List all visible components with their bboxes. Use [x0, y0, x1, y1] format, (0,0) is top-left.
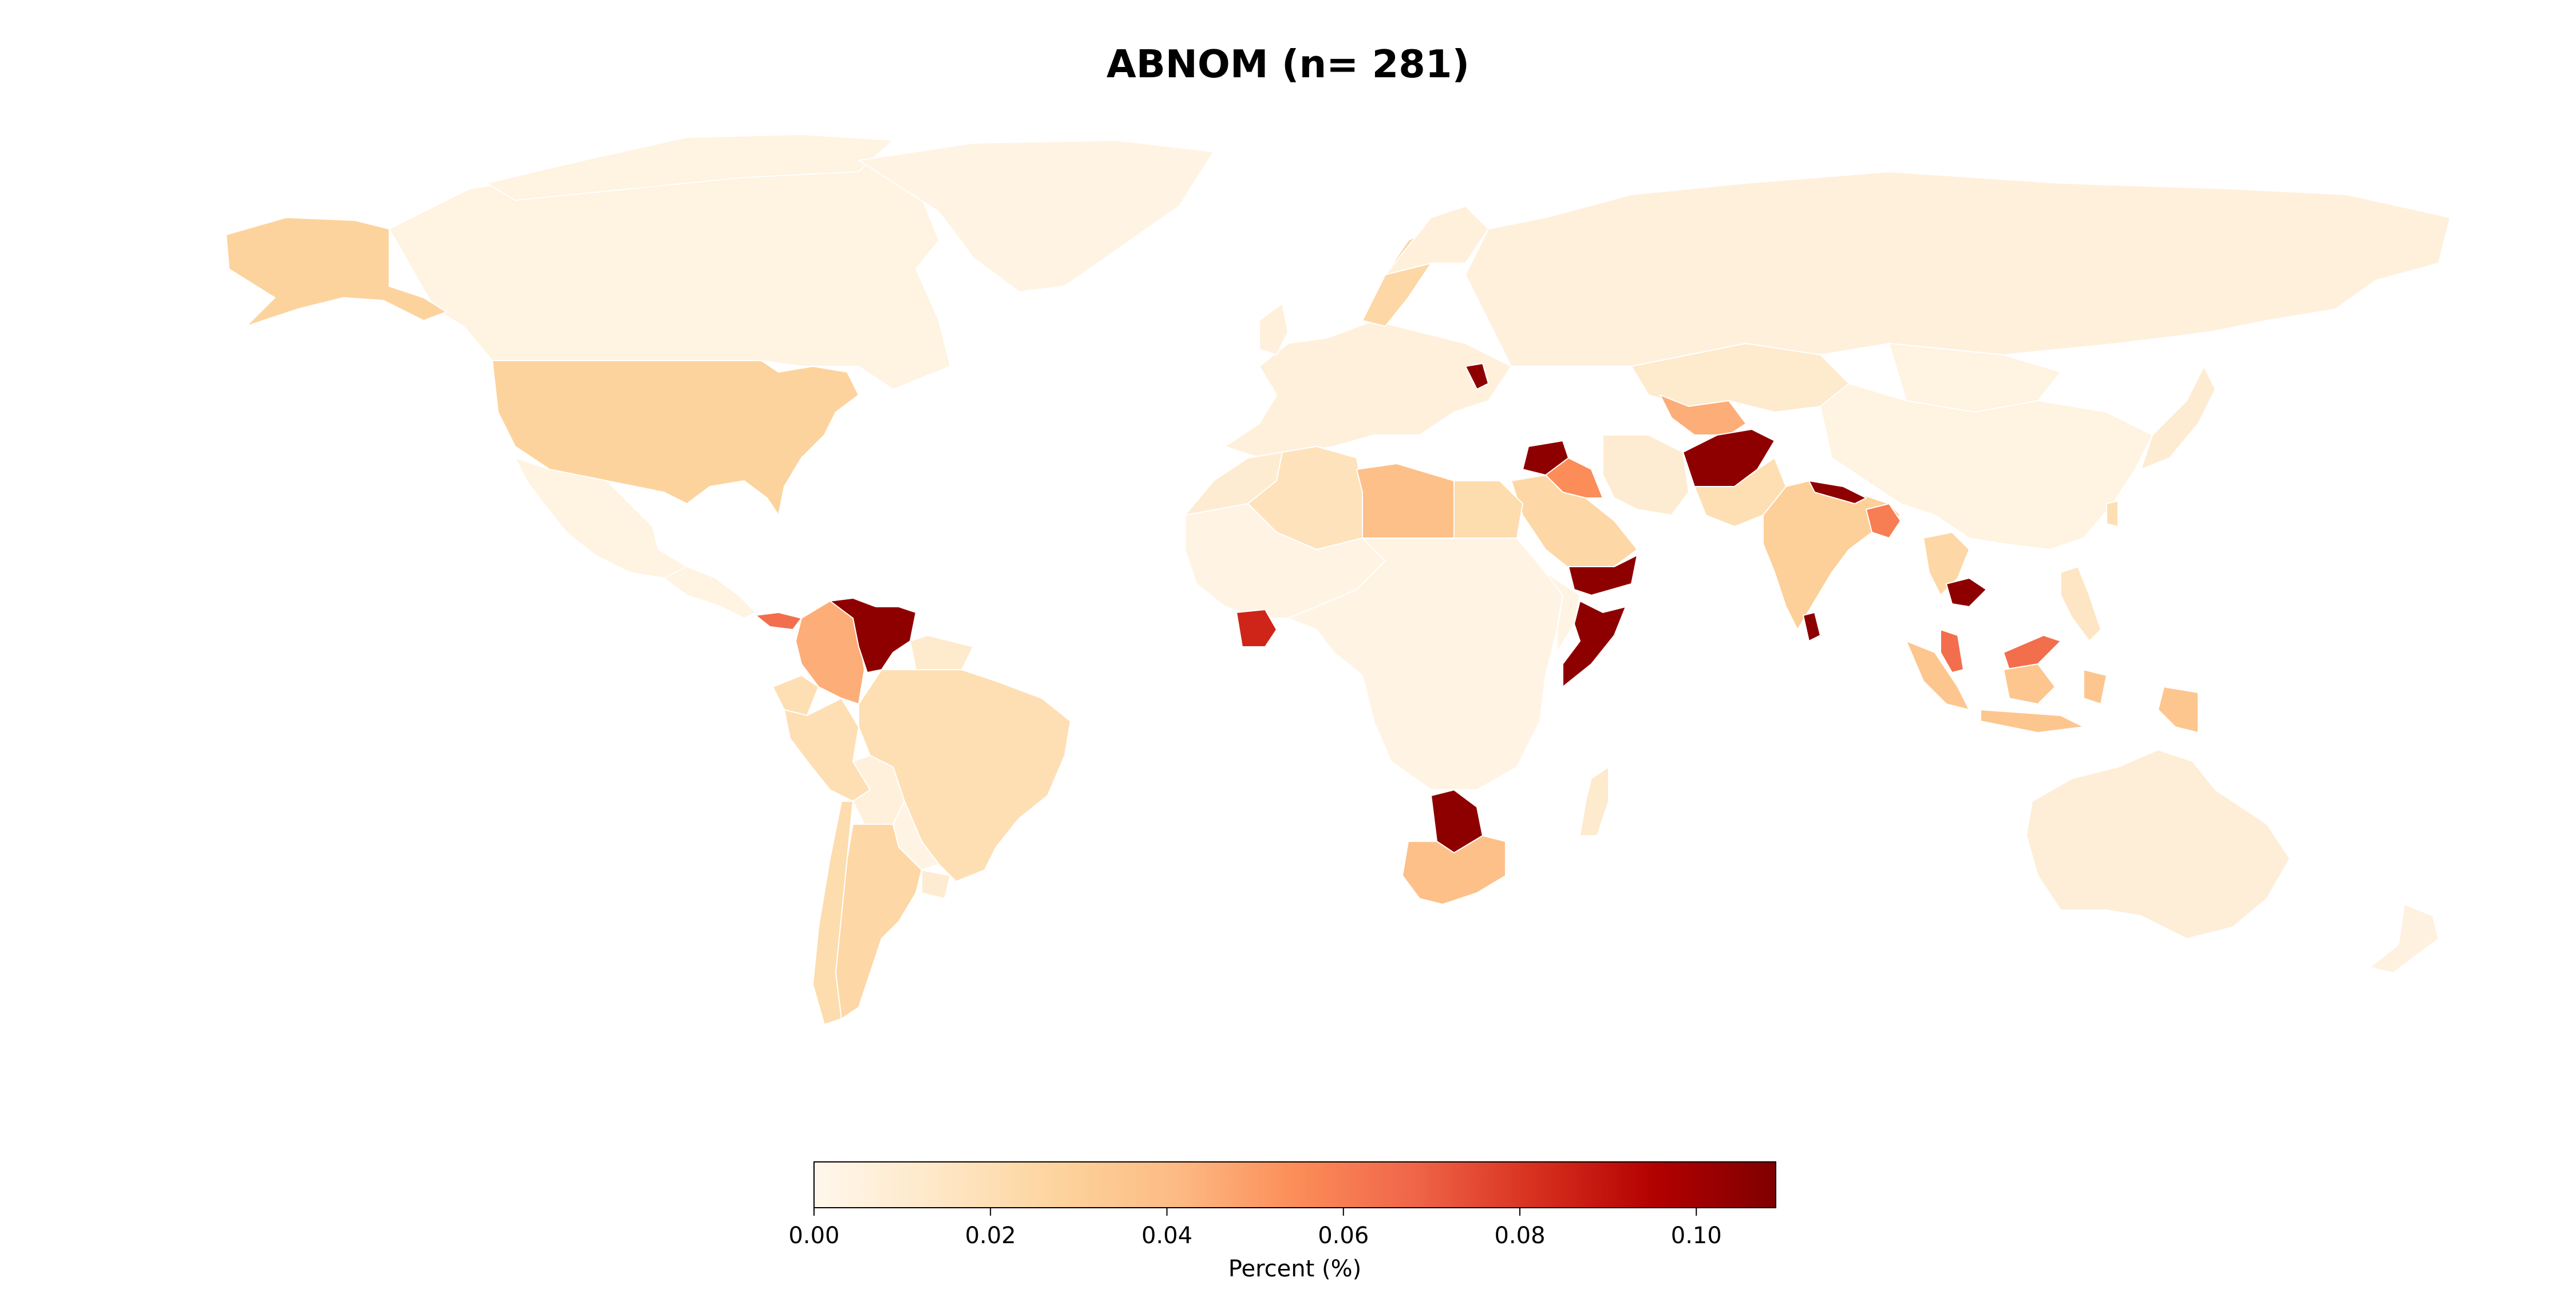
country-japan — [2140, 366, 2216, 470]
country-yemen — [1568, 555, 1638, 596]
country-greenland — [858, 140, 1214, 292]
country-argentina — [835, 824, 922, 1019]
country-indonesia — [1906, 640, 2107, 733]
country-nepal — [1808, 480, 1867, 504]
country-russia — [1465, 171, 2451, 367]
colorbar-tick-label: 0.08 — [1494, 1223, 1545, 1249]
country-ecuador — [772, 675, 819, 716]
colorbar-tick-label: 0.00 — [788, 1223, 839, 1249]
country-alaska — [226, 217, 447, 327]
colorbar: 0.00 0.02 0.04 0.06 0.08 0.10 Percent (%) — [788, 1161, 1776, 1282]
country-malaysia — [1940, 629, 2061, 673]
country-uzbekistan — [1660, 394, 1747, 436]
country-canada-islands — [486, 134, 894, 201]
country-iran — [1602, 434, 1689, 516]
country-moldova — [1465, 363, 1489, 390]
colorbar-tick-label: 0.04 — [1141, 1223, 1192, 1249]
colorbar-tick-label: 0.10 — [1671, 1223, 1722, 1249]
country-papua-new-guinea — [2158, 686, 2199, 733]
country-taiwan — [2106, 500, 2119, 527]
country-bangladesh — [1866, 503, 1901, 539]
country-madagascar — [1579, 766, 1609, 836]
country-central-america — [663, 566, 756, 619]
country-panama — [755, 612, 802, 630]
map-title: ABNOM (n= 281) — [1107, 42, 1469, 86]
colorbar-tick-label: 0.02 — [965, 1223, 1016, 1249]
country-south-africa — [1402, 835, 1506, 905]
country-egypt — [1453, 480, 1523, 539]
world-map — [226, 134, 2451, 1025]
country-thailand — [1923, 532, 1970, 596]
country-uk — [1259, 303, 1289, 355]
country-australia — [2026, 749, 2290, 939]
country-ivory-coast — [1236, 609, 1277, 647]
country-east-africa — [1545, 572, 1581, 653]
country-europe — [1224, 320, 1512, 458]
country-guyana — [910, 635, 974, 670]
country-saudi-arabia — [1511, 474, 1638, 573]
country-new-zealand — [2369, 904, 2439, 974]
country-china — [1820, 383, 2153, 550]
country-libya — [1356, 463, 1455, 550]
colorbar-ticks: 0.00 0.02 0.04 0.06 0.08 0.10 — [788, 1208, 1722, 1249]
colorbar-gradient — [813, 1161, 1776, 1208]
country-philippines — [2060, 566, 2101, 642]
country-uruguay — [921, 869, 951, 899]
country-india — [1763, 480, 1901, 630]
colorbar-label: Percent (%) — [1228, 1256, 1361, 1282]
country-venezuela — [829, 598, 916, 673]
country-somalia — [1562, 600, 1626, 687]
country-cambodia — [1946, 578, 1987, 607]
country-sri-lanka — [1803, 612, 1821, 642]
country-peru — [784, 698, 871, 802]
colorbar-tick-label: 0.06 — [1318, 1223, 1369, 1249]
